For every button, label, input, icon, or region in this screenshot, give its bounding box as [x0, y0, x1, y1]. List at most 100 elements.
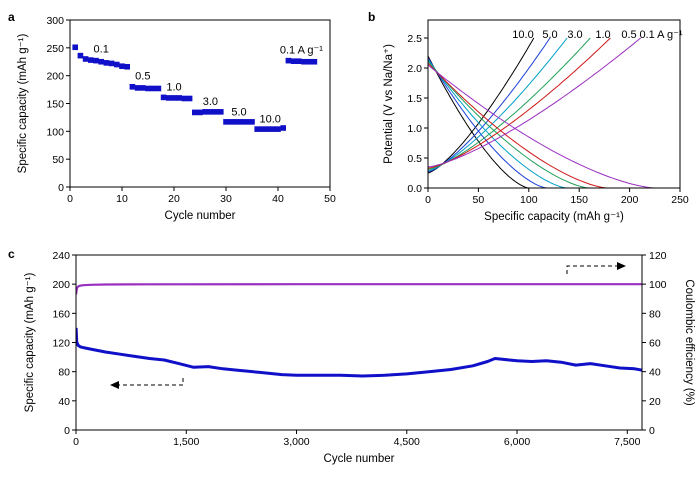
- panel-c-x-tick-label: 3,000: [283, 436, 309, 448]
- panel-a-y-tick-label: 250: [46, 43, 64, 55]
- panel-a-rate-label: 10.0: [259, 113, 280, 125]
- panel-a-data-point: [150, 85, 156, 92]
- panel-c-left-axis-arrow-line: [118, 378, 184, 386]
- panel-a-data-point: [98, 58, 104, 65]
- panel-a-data-point: [186, 95, 193, 102]
- panel-c-efficiency-series: [76, 283, 642, 295]
- panel-a-data-point: [129, 84, 136, 90]
- panel-c-long-cycling-chart: 0 1,500 3,000 4,500 6,000 7,50004080120160200…: [24, 250, 695, 465]
- panel-a-data-point: [306, 58, 312, 65]
- panel-c-y2-tick-label: 60: [649, 338, 661, 350]
- panel-c-x-tick-label: 6,000: [504, 436, 530, 448]
- panel-letter-b: b: [368, 10, 375, 24]
- panel-a-rate-label: 3.0: [203, 96, 218, 108]
- panel-c-y2-tick-label: 120: [649, 250, 667, 262]
- panel-a-data-point: [233, 119, 240, 125]
- panel-a-rate-label: 5.0: [231, 107, 246, 119]
- panel-b-y-axis-label: Potential (V vs Na/Na⁺): [383, 44, 395, 164]
- panel-a-data-point: [88, 57, 94, 63]
- panel-c-capacity-series: [76, 327, 642, 378]
- panel-c-y-tick-label: 120: [52, 338, 70, 350]
- panel-c-x-tick-label: 7,500: [614, 436, 640, 448]
- panel-a-data-point: [176, 95, 182, 101]
- panel-b-series-label: 5.0: [542, 29, 557, 41]
- panel-b-series-curve: [428, 37, 655, 188]
- panel-a-data-point: [202, 109, 208, 115]
- panel-a-data-point: [134, 85, 141, 91]
- panel-c-x-tick-label: 0: [73, 436, 79, 448]
- panel-b-x-tick-label: 0: [425, 194, 431, 206]
- panel-b-series-label: 3.0: [567, 29, 582, 41]
- panel-a-data-point: [124, 63, 130, 70]
- panel-a-data-point: [119, 63, 125, 70]
- panel-a-data-point: [140, 85, 146, 91]
- panel-c-x-tick-label: 4,500: [394, 436, 420, 448]
- panel-a-x-axis-label: Cycle number: [165, 210, 236, 222]
- panel-c-y-tick-label: 80: [58, 367, 70, 379]
- panel-b-series-curve: [428, 37, 591, 188]
- panel-a-data-point: [228, 119, 234, 125]
- panel-a-y-tick-label: 200: [46, 71, 64, 83]
- panel-a-x-tick-label: 50: [324, 193, 336, 205]
- panel-b-charge-discharge-chart: 0 50 100 150 200 250 0.0 0.5 1.0 1.5 2.0 2.5 Specifi…: [383, 19, 689, 223]
- panel-a-data-point: [114, 61, 120, 68]
- panel-a-data-point: [296, 58, 302, 64]
- panel-a-x-tick-label: 30: [220, 193, 232, 205]
- panel-a-data-point: [166, 95, 172, 101]
- panel-c-plot-frame: [75, 254, 643, 431]
- panel-c-y2-tick-label: 40: [649, 367, 661, 379]
- panel-a-data-point: [145, 85, 151, 92]
- panel-c-y-axis-label: Specific capacity (mAh g⁻¹): [24, 273, 36, 413]
- panel-b-series-label: 1.0: [595, 29, 610, 41]
- panel-a-data-point: [244, 119, 250, 125]
- panel-b-x-axis-label: Specific capacity (mAh g⁻¹): [484, 211, 624, 223]
- panel-a-rate-label: 1.0: [166, 82, 181, 94]
- panel-c-x-axis-label: Cycle number: [324, 453, 395, 465]
- panel-c-x-tick-label: 1,500: [173, 436, 199, 448]
- panel-c-y2-tick-label: 20: [649, 396, 661, 408]
- panel-a-data-point: [171, 95, 177, 101]
- panel-b-y-tick-label: 0.5: [407, 153, 422, 165]
- panel-c-y-tick-label: 240: [52, 250, 70, 262]
- panel-a-data-point: [197, 109, 203, 116]
- panel-a-rate-capability-chart: 0 10 20 30 40 50 0 50 100 150 200 250 300 Cycle numbe…: [17, 15, 336, 222]
- panel-b-y-tick-label: 1.5: [407, 93, 422, 105]
- panel-letter-c: c: [8, 247, 15, 261]
- panel-a-data-point: [207, 109, 214, 115]
- panel-c-y2-tick-label: 80: [649, 308, 661, 320]
- panel-a-data-point: [181, 95, 188, 102]
- panel-a-data-point: [192, 109, 198, 116]
- panel-a-data-point: [160, 94, 167, 101]
- panel-b-series-label: 10.0: [512, 29, 533, 41]
- panel-letter-a: a: [8, 10, 15, 24]
- panel-c-y-tick-label: 40: [58, 396, 70, 408]
- panel-b-plot-frame: [427, 19, 681, 189]
- panel-a-data-point: [238, 119, 245, 125]
- panel-a-data-point: [275, 126, 281, 132]
- panel-a-data-point: [82, 56, 89, 62]
- panel-c-right-axis-arrow-head: [617, 262, 626, 270]
- panel-b-series-curve: [428, 37, 551, 188]
- panel-a-x-tick-label: 40: [272, 193, 284, 205]
- panel-a-data-point: [103, 60, 110, 66]
- panel-a-data-point: [270, 126, 276, 132]
- panel-a-data-point: [259, 126, 266, 132]
- panel-b-series-label: 0.5: [621, 29, 636, 41]
- panel-a-x-tick-label: 10: [116, 193, 128, 205]
- panel-a-rate-label: 0.1: [94, 43, 109, 55]
- panel-a-data-point: [93, 57, 99, 64]
- panel-a-y-tick-label: 50: [52, 154, 64, 166]
- panel-a-data-point: [290, 58, 297, 64]
- panel-a-y-tick-label: 300: [46, 15, 64, 27]
- panel-a-data-point: [212, 109, 219, 115]
- panel-a-rate-label: 0.1 A g⁻¹: [280, 44, 323, 56]
- panel-a-data-point: [280, 125, 286, 131]
- panel-c-y-tick-label: 200: [52, 279, 70, 291]
- panel-b-x-tick-label: 150: [570, 194, 588, 206]
- panel-b-series-curve: [428, 37, 535, 188]
- panel-a-data-point: [218, 109, 224, 115]
- panel-b-y-tick-label: 1.0: [407, 123, 422, 135]
- panel-a-data-point: [254, 126, 260, 132]
- panel-a-data-point: [249, 119, 255, 125]
